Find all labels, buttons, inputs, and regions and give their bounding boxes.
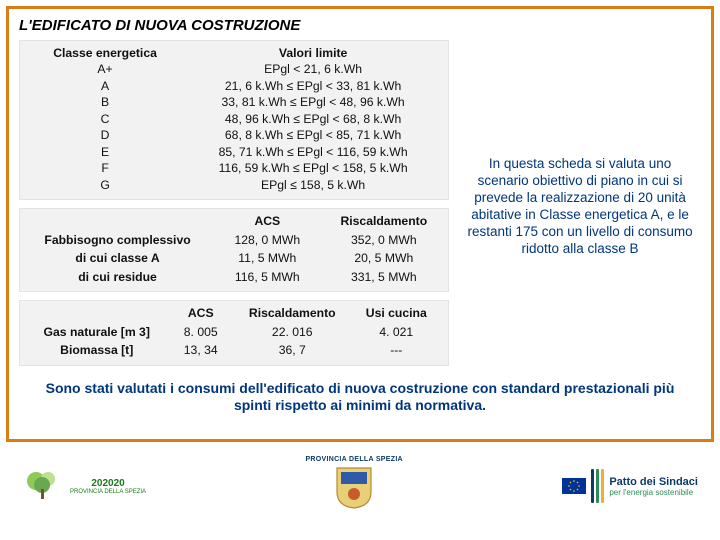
logo-right-title: Patto dei Sindaci [609, 476, 698, 488]
classe-cell: C [26, 111, 184, 127]
classe-header-left: Classe energetica [26, 45, 184, 61]
right-column: In questa scheda si valuta uno scenario … [459, 40, 701, 374]
logo-left-sub: PROVINCIA DELLA SPEZIA [70, 489, 146, 495]
gas-cell: 4. 021 [351, 324, 443, 340]
gas-row-label: Biomassa [t] [26, 342, 167, 358]
gas-cell: 22. 016 [234, 324, 351, 340]
fab-cell: 116, 5 MWh [209, 269, 326, 285]
fab-header-acs: ACS [209, 213, 326, 229]
classe-cell: E [26, 144, 184, 160]
stripes-icon [591, 469, 604, 503]
fab-cell: 128, 0 MWh [209, 232, 326, 248]
classe-cell: EPgl ≤ 158, 5 k.Wh [184, 177, 442, 193]
logo-right-sub: per l'energia sostenibile [609, 488, 698, 497]
logo-left-label: 202020 [91, 478, 124, 489]
logo-center: PROVINCIA DELLA SPEZIA [304, 456, 404, 516]
fab-row-label: Fabbisogno complessivo [26, 232, 209, 248]
fab-cell: 331, 5 MWh [326, 269, 443, 285]
classe-cell: G [26, 177, 184, 193]
fabbisogno-panel: ACS Riscaldamento Fabbisogno complessivo… [19, 208, 449, 292]
side-description: In questa scheda si valuta uno scenario … [459, 156, 701, 257]
gas-cell: 36, 7 [234, 342, 351, 358]
classe-cell: EPgl < 21, 6 k.Wh [184, 61, 442, 77]
shield-icon [333, 466, 375, 510]
classe-cell: 85, 71 k.Wh ≤ EPgl < 116, 59 k.Wh [184, 144, 442, 160]
gas-cell: 8. 005 [167, 324, 234, 340]
logo-right: Patto dei Sindaci per l'energia sostenib… [562, 469, 698, 503]
footer-logos: 202020 PROVINCIA DELLA SPEZIA PROVINCIA … [6, 450, 714, 522]
classe-panel: Classe energetica Valori limite A+ EPgl … [19, 40, 449, 200]
gas-table: ACS Riscaldamento Usi cucina Gas natural… [26, 305, 442, 358]
gas-panel: ACS Riscaldamento Usi cucina Gas natural… [19, 300, 449, 365]
empty-cell [26, 213, 209, 229]
main-frame: L'EDIFICATO DI NUOVA COSTRUZIONE Classe … [6, 6, 714, 442]
classe-cell: A [26, 78, 184, 94]
classe-cell: B [26, 94, 184, 110]
gas-header: ACS [167, 305, 234, 321]
bottom-note: Sono stati valutati i consumi dell'edifi… [19, 380, 701, 415]
classe-table: Classe energetica Valori limite A+ EPgl … [26, 45, 442, 193]
page-title: L'EDIFICATO DI NUOVA COSTRUZIONE [19, 17, 701, 34]
eu-flag-icon [562, 478, 586, 494]
fabbisogno-table: ACS Riscaldamento Fabbisogno complessivo… [26, 213, 442, 285]
fab-row-label: di cui residue [26, 269, 209, 285]
fab-cell: 11, 5 MWh [209, 250, 326, 266]
classe-cell: 48, 96 k.Wh ≤ EPgl < 68, 8 k.Wh [184, 111, 442, 127]
classe-cell: D [26, 127, 184, 143]
fab-row-label: di cui classe A [26, 250, 209, 266]
fab-header-risc: Riscaldamento [326, 213, 443, 229]
gas-header: Riscaldamento [234, 305, 351, 321]
fab-cell: 352, 0 MWh [326, 232, 443, 248]
gas-row-label: Gas naturale [m 3] [26, 324, 167, 340]
empty-cell [26, 305, 167, 321]
gas-header: Usi cucina [351, 305, 443, 321]
content-row: Classe energetica Valori limite A+ EPgl … [19, 40, 701, 374]
classe-cell: 68, 8 k.Wh ≤ EPgl < 85, 71 k.Wh [184, 127, 442, 143]
classe-cell: 21, 6 k.Wh ≤ EPgl < 33, 81 k.Wh [184, 78, 442, 94]
left-column: Classe energetica Valori limite A+ EPgl … [19, 40, 449, 374]
tree-icon [22, 469, 66, 503]
fab-cell: 20, 5 MWh [326, 250, 443, 266]
gas-cell: 13, 34 [167, 342, 234, 358]
logo-center-label: PROVINCIA DELLA SPEZIA [305, 456, 402, 463]
classe-cell: 116, 59 k.Wh ≤ EPgl < 158, 5 k.Wh [184, 160, 442, 176]
gas-cell: --- [351, 342, 443, 358]
logo-left: 202020 PROVINCIA DELLA SPEZIA [22, 469, 146, 503]
classe-cell: 33, 81 k.Wh ≤ EPgl < 48, 96 k.Wh [184, 94, 442, 110]
classe-header-right: Valori limite [184, 45, 442, 61]
classe-cell: A+ [26, 61, 184, 77]
classe-cell: F [26, 160, 184, 176]
